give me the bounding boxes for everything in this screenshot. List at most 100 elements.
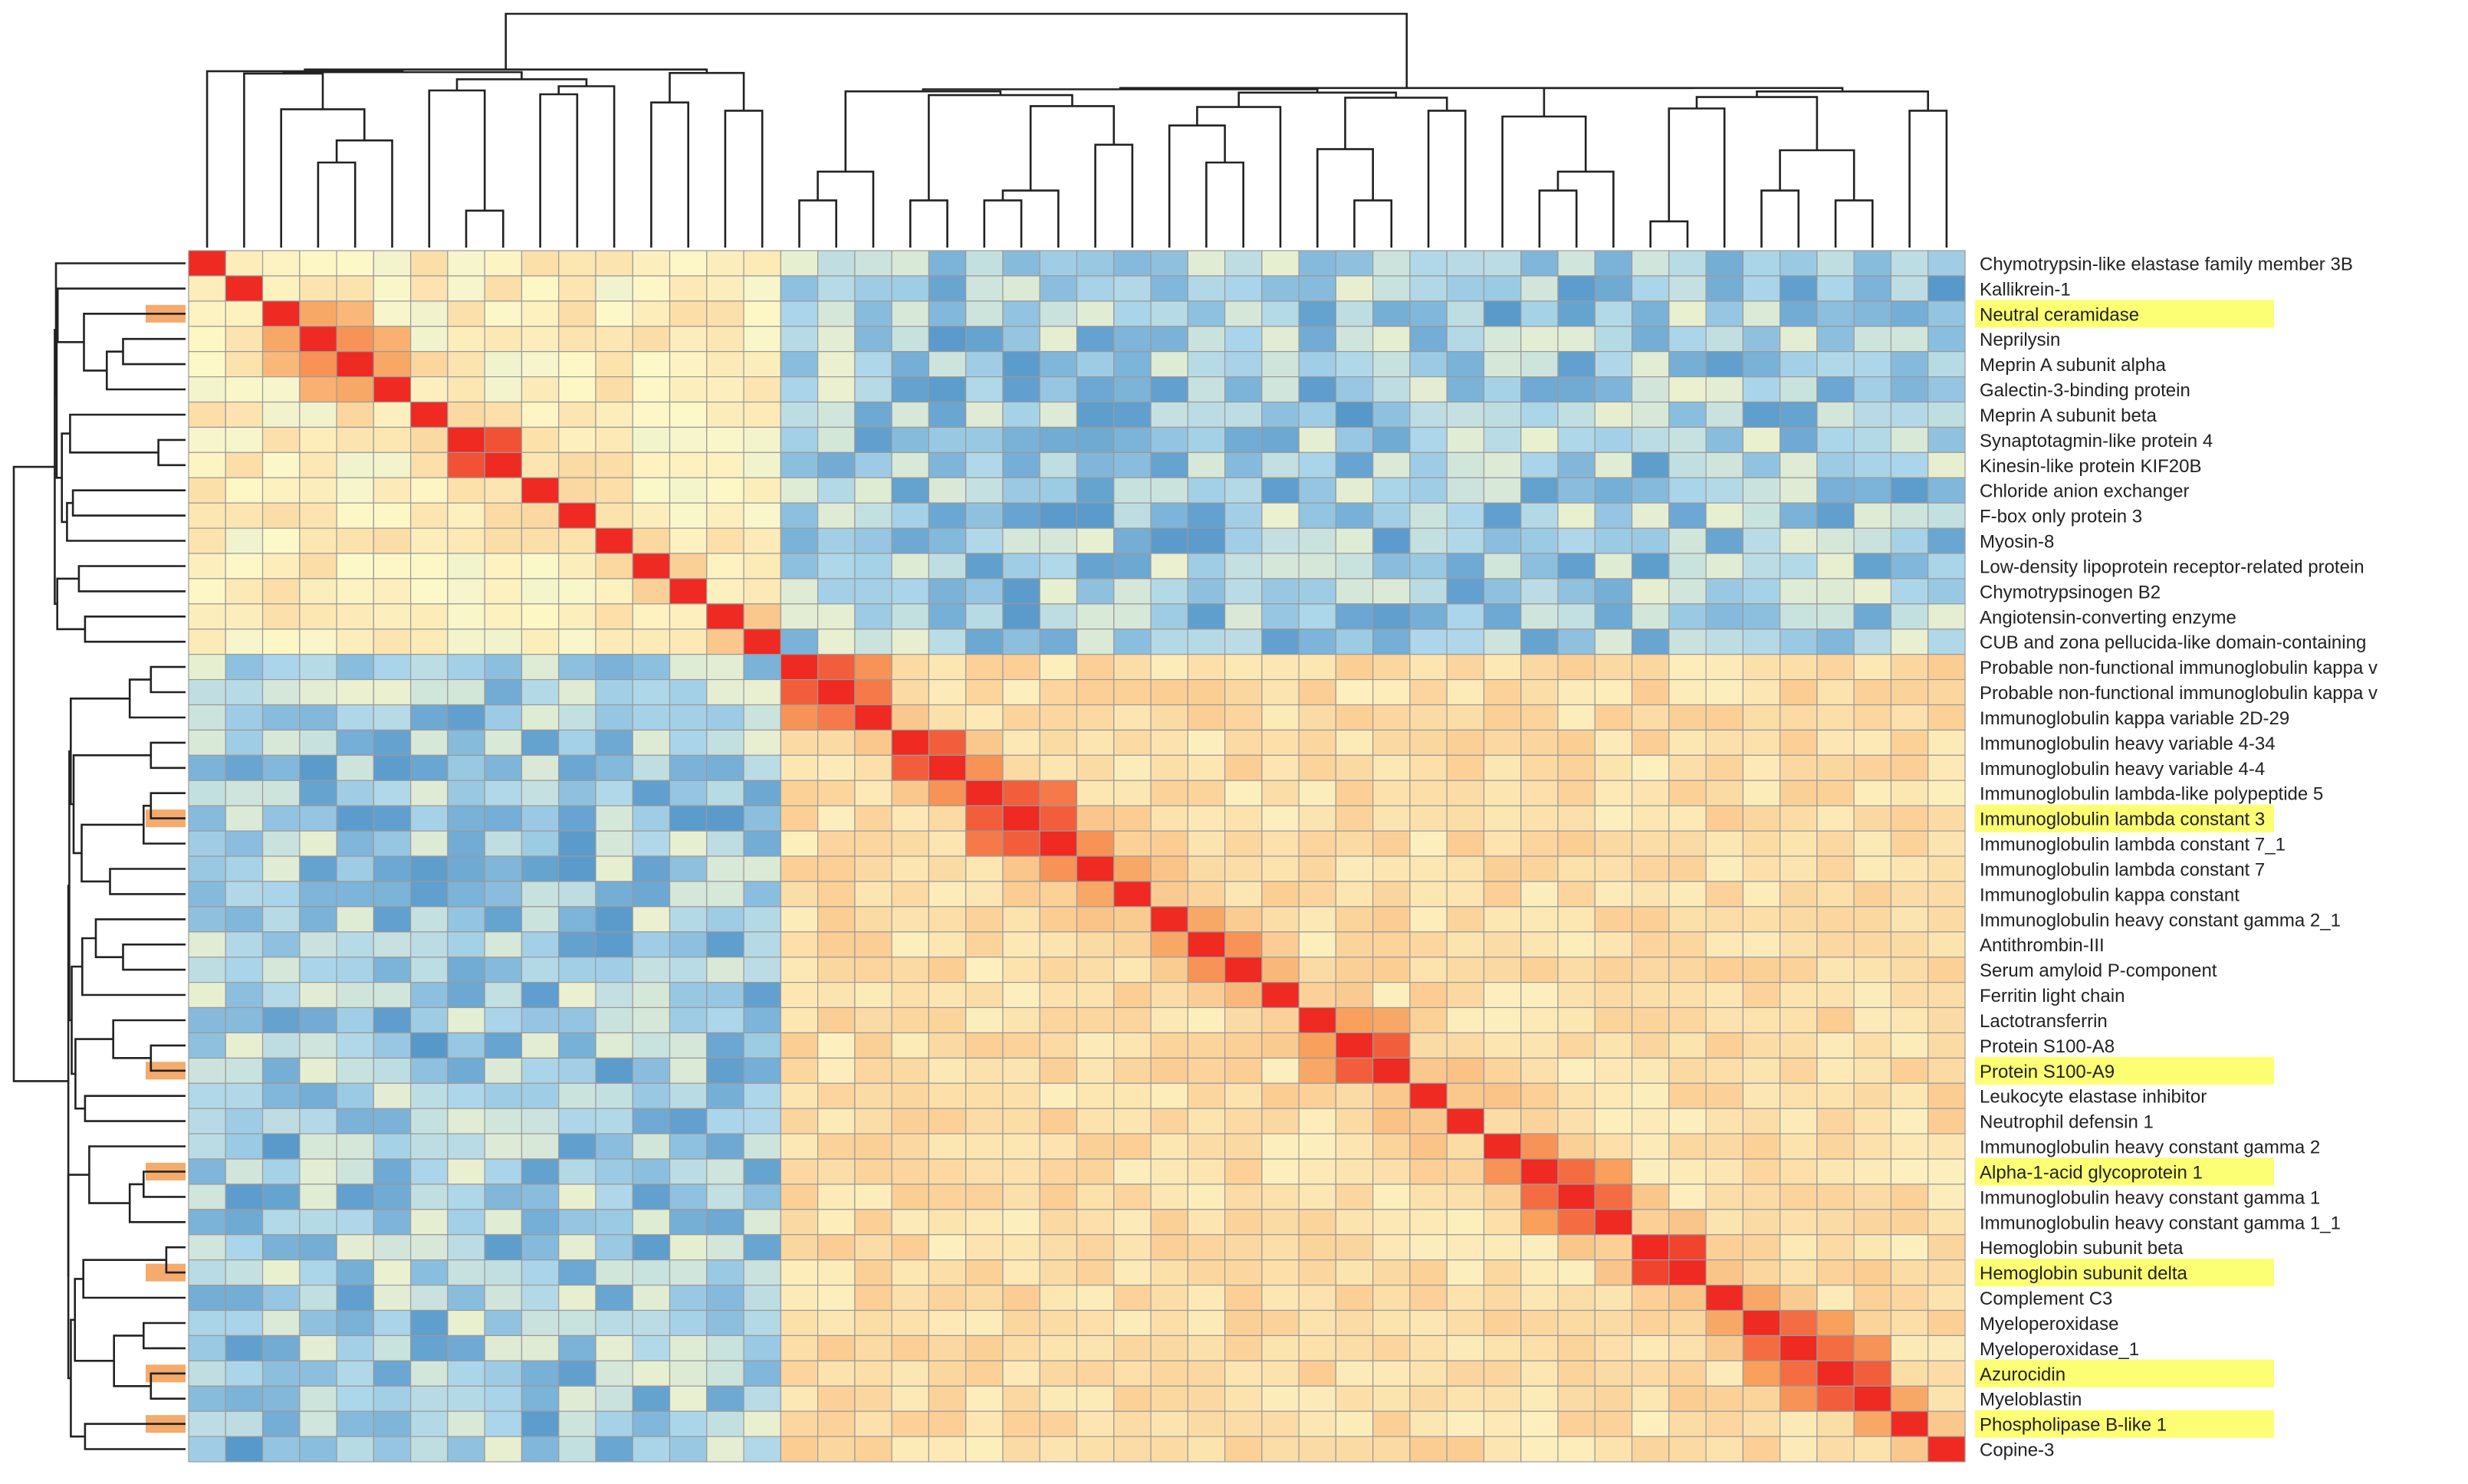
row-label-23: Immunoglobulin lambda constant 7_1 xyxy=(1980,835,2286,855)
heatmap-cell xyxy=(1150,578,1188,605)
heatmap-cell xyxy=(1187,1209,1226,1236)
heatmap-cell xyxy=(1298,704,1337,731)
heatmap-cell xyxy=(1927,654,1966,681)
heatmap-cell xyxy=(1187,1436,1226,1463)
col-dendro-branch xyxy=(724,110,764,248)
heatmap-cell xyxy=(336,1209,374,1236)
heatmap-cell xyxy=(595,300,633,327)
heatmap-cell xyxy=(521,881,560,908)
heatmap-cell xyxy=(1483,603,1522,630)
heatmap-cell xyxy=(1150,1436,1188,1463)
heatmap-cell xyxy=(1076,578,1115,605)
heatmap-cell xyxy=(854,1385,892,1412)
heatmap-cell xyxy=(1557,1436,1595,1463)
heatmap-cell xyxy=(928,553,967,579)
heatmap-cell xyxy=(1076,451,1115,478)
heatmap-cell xyxy=(780,729,819,756)
heatmap-cell xyxy=(484,830,523,857)
heatmap-cell xyxy=(632,1133,671,1160)
heatmap-cell xyxy=(521,1082,560,1109)
heatmap-cell xyxy=(1224,931,1263,958)
heatmap-cell xyxy=(817,502,856,529)
heatmap-cell xyxy=(521,1410,560,1437)
heatmap-cell xyxy=(743,351,781,378)
heatmap-cell xyxy=(1483,881,1522,908)
heatmap-cell xyxy=(1002,1335,1040,1361)
heatmap-cell xyxy=(410,805,449,832)
heatmap-cell xyxy=(1631,830,1670,857)
heatmap-cell xyxy=(669,250,708,277)
heatmap-cell xyxy=(743,981,781,1009)
heatmap-cell xyxy=(854,326,892,353)
heatmap-cell xyxy=(1780,805,1818,832)
heatmap-cell xyxy=(891,1385,930,1412)
heatmap-cell xyxy=(1631,326,1670,353)
heatmap-cell xyxy=(1409,678,1448,706)
row-label-45: Myeloblastin xyxy=(1980,1390,2082,1410)
heatmap-cell xyxy=(1742,1234,1781,1261)
heatmap-cell xyxy=(1224,1385,1263,1412)
heatmap-cell xyxy=(743,1006,781,1034)
heatmap-cell xyxy=(669,578,708,605)
heatmap-cell xyxy=(1224,351,1263,378)
heatmap-cell xyxy=(261,1133,301,1160)
heatmap-cell xyxy=(1298,426,1337,453)
heatmap-cell xyxy=(1927,553,1966,579)
heatmap-cell xyxy=(1705,1108,1743,1134)
heatmap-cell xyxy=(1150,326,1188,353)
heatmap-cell xyxy=(743,1108,781,1134)
heatmap-cell xyxy=(1705,527,1743,554)
heatmap-cell xyxy=(669,629,708,655)
heatmap-cell xyxy=(1780,629,1818,655)
heatmap-cell xyxy=(1483,1259,1522,1286)
heatmap-cell xyxy=(743,1436,781,1463)
heatmap-cell xyxy=(1631,1184,1670,1210)
heatmap-cell xyxy=(595,1259,633,1286)
heatmap-cell xyxy=(261,275,301,302)
heatmap-cell xyxy=(1890,931,1929,958)
heatmap-cell xyxy=(188,1335,226,1361)
heatmap-cell xyxy=(1150,1057,1188,1084)
heatmap-cell xyxy=(1557,1158,1595,1185)
heatmap-cell xyxy=(1705,654,1743,681)
heatmap-cell xyxy=(336,1184,374,1210)
heatmap-cell xyxy=(558,855,596,882)
heatmap-cell xyxy=(1187,275,1226,302)
row-label-13: Chymotrypsinogen B2 xyxy=(1980,582,2161,602)
heatmap-cell xyxy=(1890,729,1929,756)
heatmap-cell xyxy=(891,1133,930,1160)
heatmap-cell xyxy=(1335,629,1374,655)
heatmap-cell xyxy=(1150,1259,1188,1286)
heatmap-cell xyxy=(521,451,560,478)
heatmap-cell xyxy=(1668,326,1707,353)
heatmap-cell xyxy=(743,704,781,731)
heatmap-cell xyxy=(1816,729,1855,756)
heatmap-cell xyxy=(1372,678,1411,706)
heatmap-cell xyxy=(817,678,856,706)
heatmap-cell xyxy=(1520,603,1559,630)
heatmap-cell xyxy=(410,1436,449,1463)
heatmap-cell xyxy=(595,704,633,731)
heatmap-cell xyxy=(484,1309,523,1337)
heatmap-cell xyxy=(336,502,374,529)
heatmap-cell xyxy=(1594,1385,1633,1412)
row-dendro-branch xyxy=(81,823,144,883)
heatmap-cell xyxy=(1853,754,1892,781)
heatmap-cell xyxy=(1002,300,1040,327)
heatmap-cell xyxy=(1372,754,1411,781)
heatmap-cell xyxy=(558,426,596,453)
heatmap-cell xyxy=(1594,1284,1633,1312)
heatmap-cell xyxy=(447,502,485,529)
heatmap-cell xyxy=(1002,1006,1040,1034)
heatmap-cell xyxy=(1557,1108,1595,1134)
heatmap-cell xyxy=(1076,1385,1115,1412)
heatmap-cell xyxy=(1039,376,1078,403)
heatmap-cell xyxy=(1261,351,1300,378)
heatmap-cell xyxy=(817,1032,856,1059)
heatmap-cell xyxy=(632,906,671,933)
heatmap-cell xyxy=(1113,376,1152,403)
heatmap-cell xyxy=(1816,502,1855,529)
heatmap-cell xyxy=(1298,1209,1337,1236)
heatmap-cell xyxy=(1187,300,1226,327)
heatmap-cell xyxy=(1446,1360,1485,1387)
